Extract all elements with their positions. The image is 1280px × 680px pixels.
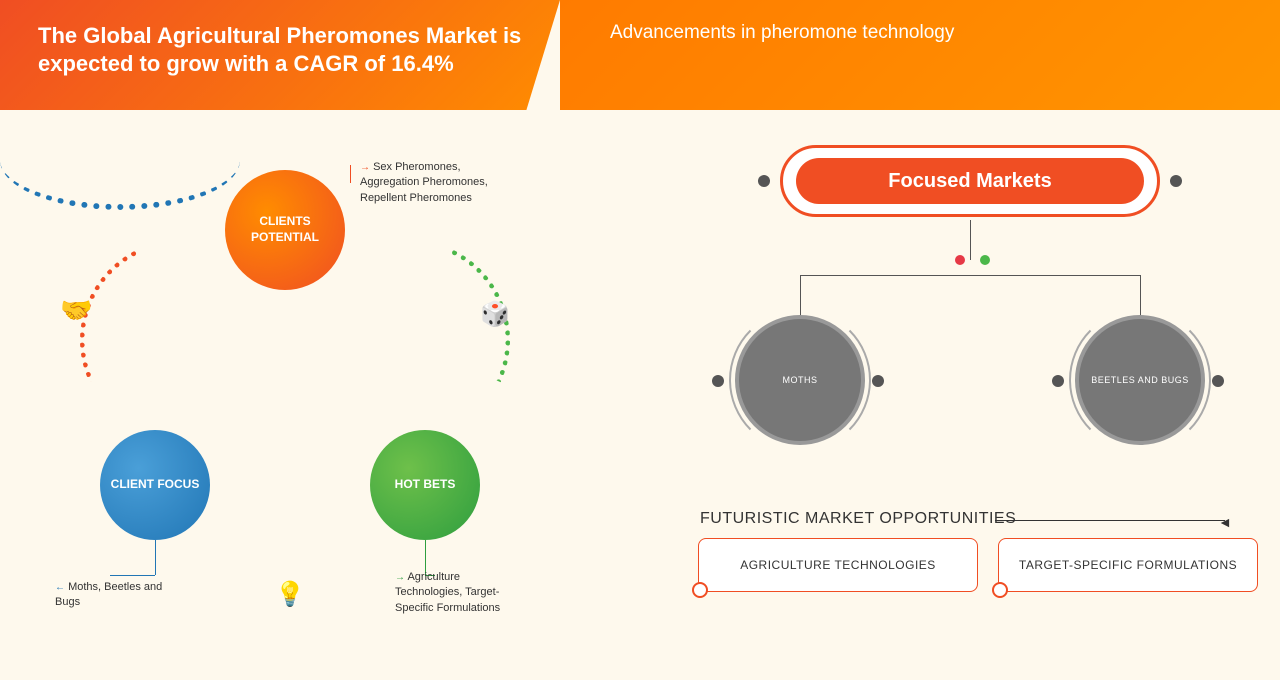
cycle-arc-blue: [0, 110, 240, 210]
indicator-dot-red: [955, 255, 965, 265]
arrow-icon: ←: [55, 581, 65, 595]
node-label: CLIENT FOCUS: [111, 477, 200, 493]
node-label: HOT BETS: [395, 477, 456, 493]
sub-circle-beetles: BEETLES AND BUGS: [1075, 315, 1205, 445]
handshake-icon: 🤝: [60, 295, 92, 326]
opportunity-label: TARGET-SPECIFIC FORMULATIONS: [1019, 558, 1237, 572]
main-content: CLIENTS POTENTIAL CLIENT FOCUS HOT BETS …: [0, 110, 1280, 680]
leader-clients-potential: → Sex Pheromones, Aggregation Pheromones…: [360, 160, 490, 206]
node-hot-bets: HOT BETS: [370, 430, 480, 540]
leader-text: Sex Pheromones, Aggregation Pheromones, …: [360, 161, 488, 204]
arrow-icon: →: [395, 571, 405, 585]
leader-client-focus: ← Moths, Beetles and Bugs: [55, 580, 185, 611]
header-left: The Global Agricultural Pheromones Marke…: [0, 0, 560, 110]
connector-line: [970, 220, 971, 260]
connector-line: [800, 275, 1140, 276]
opportunity-label: AGRICULTURE TECHNOLOGIES: [740, 558, 936, 572]
leader-line: [110, 575, 155, 576]
sub-circle-label: MOTHS: [783, 375, 818, 385]
connector-dot: [1212, 375, 1224, 387]
connector-dot: [758, 175, 770, 187]
leader-text: Moths, Beetles and Bugs: [55, 581, 162, 608]
focused-markets-panel: Focused Markets MOTHS BEETLES AND BUGS F…: [640, 110, 1280, 680]
page-subtitle: Advancements in pheromone technology: [610, 22, 954, 44]
opportunities-heading: FUTURISTIC MARKET OPPORTUNITIES: [700, 510, 1016, 528]
node-clients-potential: CLIENTS POTENTIAL: [225, 170, 345, 290]
focused-markets-title: Focused Markets: [796, 158, 1144, 204]
node-label: CLIENTS POTENTIAL: [225, 214, 345, 245]
connector-dot: [1052, 375, 1064, 387]
leader-hot-bets: → Agriculture Technologies, Target-Speci…: [395, 570, 525, 616]
arrow-icon: →: [360, 161, 370, 175]
dice-icon: 🎲: [480, 300, 510, 329]
header: The Global Agricultural Pheromones Marke…: [0, 0, 1280, 110]
arrow-icon: ◄: [1218, 514, 1232, 530]
page-title: The Global Agricultural Pheromones Marke…: [38, 22, 540, 77]
header-right: Advancements in pheromone technology: [560, 0, 1280, 110]
leader-line: [350, 165, 351, 183]
node-client-focus: CLIENT FOCUS: [100, 430, 210, 540]
lightbulb-icon: 💡: [275, 580, 305, 609]
opportunity-circle-icon: [692, 582, 708, 598]
opportunity-circle-icon: [992, 582, 1008, 598]
connector-dot: [872, 375, 884, 387]
leader-text: Agriculture Technologies, Target-Specifi…: [395, 571, 500, 614]
connector-dot: [712, 375, 724, 387]
indicator-dot-green: [980, 255, 990, 265]
opportunity-box-agtech: AGRICULTURE TECHNOLOGIES: [698, 538, 978, 592]
opportunity-box-formulations: TARGET-SPECIFIC FORMULATIONS: [998, 538, 1258, 592]
sub-circle-moths: MOTHS: [735, 315, 865, 445]
sub-circle-label: BEETLES AND BUGS: [1091, 375, 1189, 385]
leader-line: [155, 540, 156, 575]
focused-markets-box: Focused Markets: [780, 145, 1160, 217]
opportunities-rule: [995, 520, 1225, 521]
connector-dot: [1170, 175, 1182, 187]
cycle-diagram: CLIENTS POTENTIAL CLIENT FOCUS HOT BETS …: [0, 110, 640, 680]
